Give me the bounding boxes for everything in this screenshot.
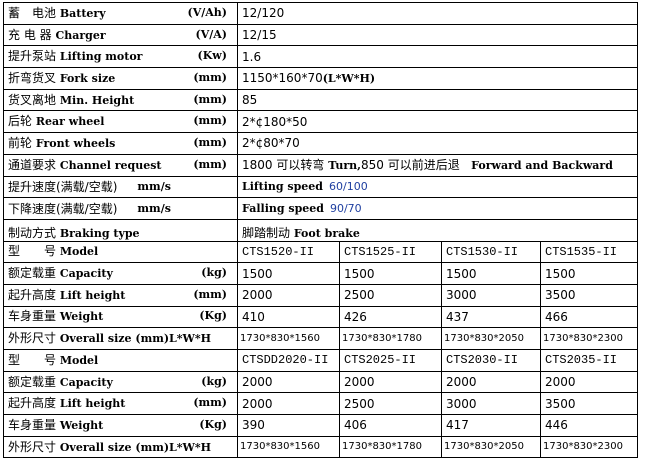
model-cell: CTS2025-II: [339, 349, 442, 372]
weight-cell: 426: [339, 305, 442, 329]
capacity-row: 额定载重 Capacity (kg) 1500 1500 1500 1500: [3, 262, 639, 285]
lift-height-cell: 2000: [237, 392, 340, 416]
lift-height-row: 起升高度 Lift height (mm) 2000 2500 3000 3500: [3, 392, 639, 416]
spec-label: 折弯货叉 Fork size (mm): [3, 67, 238, 90]
spec-row: 后轮 Rear wheel (mm) 2*¢180*50: [3, 110, 639, 134]
spec-value: 1.6: [236, 45, 639, 69]
weight-cell: 390: [237, 414, 340, 437]
spec-value: 2*¢180*50: [236, 110, 639, 134]
overall-size-row: 外形尺寸 Overall size (mm)L*W*H 1730*830*1560…: [3, 327, 639, 350]
weight-cell: 406: [339, 414, 442, 437]
spec-row: 充 电 器 Charger (V/A) 12/15: [3, 23, 639, 47]
capacity-cell: 1500: [339, 262, 442, 285]
weight-row: 车身重量 Weight (Kg) 410 426 437 466: [3, 305, 639, 329]
spec-value: 85: [236, 88, 639, 112]
capacity-cell: 2000: [339, 370, 442, 394]
weight-cell: 466: [539, 305, 639, 329]
spec-row: 提升泵站 Lifting motor (Kw) 1.6: [3, 45, 639, 69]
lift-height-row: 起升高度 Lift height (mm) 2000 2500 3000 3500: [3, 283, 639, 307]
spec-row: 货叉离地 Min. Height (mm) 85: [3, 88, 639, 112]
model-row: 型 号 Model CTS1520-II CTS1525-II CTS1530-II C…: [3, 240, 639, 264]
capacity-cell: 1500: [237, 262, 340, 285]
weight-cell: 437: [441, 305, 541, 329]
overall-size-cell: 1730*830*1560: [237, 435, 340, 459]
spec-value: 1150*160*70(L*W*H): [236, 67, 639, 90]
weight-cell: 446: [539, 414, 639, 437]
channel-value: 1800 可以转弯 Turn,850 可以前进后退 Forward and Ba…: [236, 153, 639, 177]
lift-height-cell: 3500: [539, 283, 639, 307]
model-cell: CTS1520-II: [237, 240, 340, 264]
model-cell: CTS1525-II: [339, 240, 442, 264]
spec-row: 折弯货叉 Fork size (mm) 1150*160*70(L*W*H): [3, 67, 639, 90]
braking-row: 制动方式 Braking type 脚踏制动 Foot brake: [3, 218, 639, 242]
overall-size-row: 外形尺寸 Overall size (mm)L*W*H 1730*830*1560…: [3, 435, 639, 459]
lift-height-cell: 2500: [339, 392, 442, 416]
spec-label: 通道要求 Channel request (mm): [3, 153, 238, 177]
capacity-cell: 1500: [441, 262, 541, 285]
spec-value: 12/15: [236, 23, 639, 47]
overall-size-cell: 1730*830*1780: [339, 327, 442, 350]
capacity-row: 额定载重 Capacity (kg) 2000 2000 2000 2000: [3, 370, 639, 394]
spec-value: 2*¢80*70: [236, 132, 639, 155]
overall-size-cell: 1730*830*2300: [539, 435, 639, 459]
spec-label: 前轮 Front wheels (mm): [3, 132, 238, 155]
spec-value: 12/120: [236, 2, 639, 25]
overall-size-cell: 1730*830*2050: [441, 435, 541, 459]
weight-row: 车身重量 Weight (Kg) 390 406 417 446: [3, 414, 639, 437]
model-row: 型 号 Model CTSDD2020-II CTS2025-II CTS2030-I…: [3, 349, 639, 372]
spec-label: 充 电 器 Charger (V/A): [3, 23, 238, 47]
spec-row: 蓄 电池 Battery (V/Ah) 12/120: [3, 2, 639, 25]
lift-height-cell: 3000: [441, 392, 541, 416]
model-cell: CTS2035-II: [539, 349, 639, 372]
channel-row: 通道要求 Channel request (mm) 1800 可以转弯 Turn,8…: [3, 153, 639, 177]
lift-height-cell: 2500: [339, 283, 442, 307]
capacity-cell: 2000: [539, 370, 639, 394]
lift-height-cell: 2000: [237, 283, 340, 307]
spec-label: 后轮 Rear wheel (mm): [3, 110, 238, 134]
model-cell: CTS1535-II: [539, 240, 639, 264]
model-cell: CTS2030-II: [441, 349, 541, 372]
overall-size-cell: 1730*830*2050: [441, 327, 541, 350]
spec-table: 蓄 电池 Battery (V/Ah) 12/120 充 电 器 Charger (V/…: [3, 2, 639, 459]
spec-row: 前轮 Front wheels (mm) 2*¢80*70: [3, 132, 639, 155]
lift-height-cell: 3500: [539, 392, 639, 416]
weight-cell: 410: [237, 305, 340, 329]
spec-label: 提升泵站 Lifting motor (Kw): [3, 45, 238, 69]
overall-size-cell: 1730*830*1560: [237, 327, 340, 350]
spec-label: 货叉离地 Min. Height (mm): [3, 88, 238, 112]
spec-label: 蓄 电池 Battery (V/Ah): [3, 2, 238, 25]
lift-height-cell: 3000: [441, 283, 541, 307]
capacity-cell: 1500: [539, 262, 639, 285]
model-cell: CTSDD2020-II: [237, 349, 340, 372]
model-cell: CTS1530-II: [441, 240, 541, 264]
lifting-speed-row: 提升速度(满载/空载) mm/s Lifting speed 60/100: [3, 175, 639, 199]
overall-size-cell: 1730*830*2300: [539, 327, 639, 350]
overall-size-cell: 1730*830*1780: [339, 435, 442, 459]
falling-speed-row: 下降速度(满载/空载) mm/s Falling speed 90/70: [3, 197, 639, 220]
capacity-cell: 2000: [237, 370, 340, 394]
capacity-cell: 2000: [441, 370, 541, 394]
weight-cell: 417: [441, 414, 541, 437]
